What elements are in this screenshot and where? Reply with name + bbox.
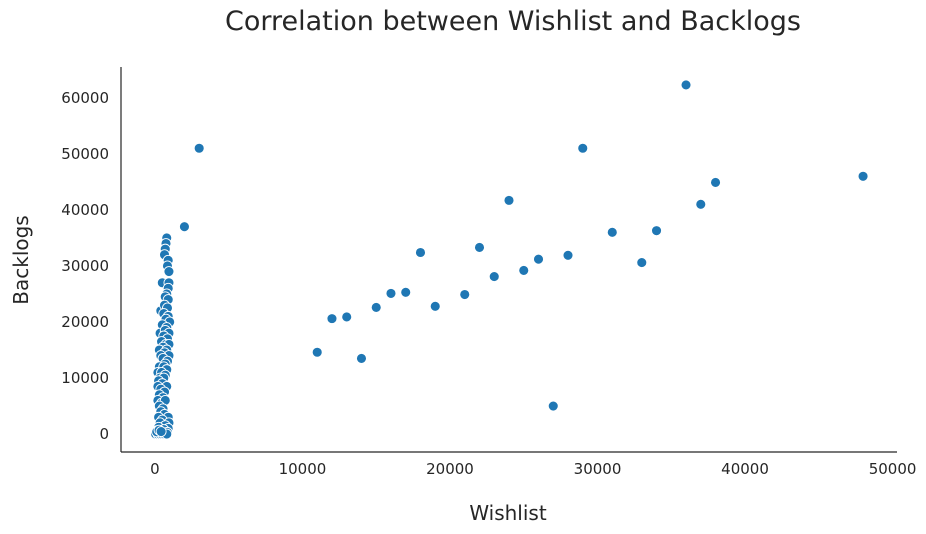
y-tick-label: 40000: [61, 201, 109, 219]
x-tick-label: 20000: [426, 460, 474, 478]
data-point: [695, 198, 707, 210]
data-point: [459, 289, 471, 300]
data-point: [356, 352, 367, 364]
y-tick-label: 0: [99, 425, 109, 443]
chart-title: Correlation between Wishlist and Backlog…: [225, 6, 801, 37]
data-point: [533, 253, 544, 265]
data-point: [710, 176, 721, 188]
data-point: [193, 142, 205, 154]
x-tick-label: 50000: [869, 460, 917, 478]
data-point: [155, 426, 167, 437]
y-axis-label: Backlogs: [9, 215, 33, 304]
x-tick-label: 10000: [279, 460, 327, 478]
x-axis-label: Wishlist: [469, 501, 547, 525]
data-point: [547, 400, 559, 412]
data-point: [577, 142, 589, 154]
y-tick-label: 20000: [61, 313, 109, 331]
y-tick-label: 60000: [61, 89, 109, 107]
data-point: [651, 225, 662, 237]
data-point: [370, 301, 382, 313]
y-tick-label: 10000: [61, 369, 109, 387]
data-point: [163, 266, 175, 277]
data-point: [385, 287, 397, 299]
y-tick-labels: 0 10000 20000 30000 40000 50000 60000: [61, 89, 109, 443]
data-point: [429, 300, 441, 312]
data-points: [150, 79, 869, 440]
data-point: [488, 271, 500, 283]
x-tick-label: 30000: [574, 460, 622, 478]
y-tick-label: 50000: [61, 145, 109, 163]
data-point: [518, 264, 530, 276]
x-tick-label: 40000: [721, 460, 769, 478]
data-point: [415, 247, 426, 258]
x-tick-label: 0: [150, 460, 160, 478]
y-tick-label: 30000: [61, 257, 109, 275]
x-tick-labels: 0 10000 20000 30000 40000 50000: [150, 460, 916, 478]
data-point: [326, 313, 338, 325]
data-point: [503, 194, 515, 206]
data-point: [857, 170, 869, 182]
data-point: [562, 249, 574, 261]
data-point: [341, 311, 353, 323]
data-point: [178, 221, 190, 233]
data-point: [680, 79, 692, 91]
data-point: [311, 346, 323, 358]
data-point: [606, 226, 618, 238]
data-point: [474, 242, 485, 253]
data-point: [636, 257, 648, 269]
data-point: [400, 286, 412, 298]
